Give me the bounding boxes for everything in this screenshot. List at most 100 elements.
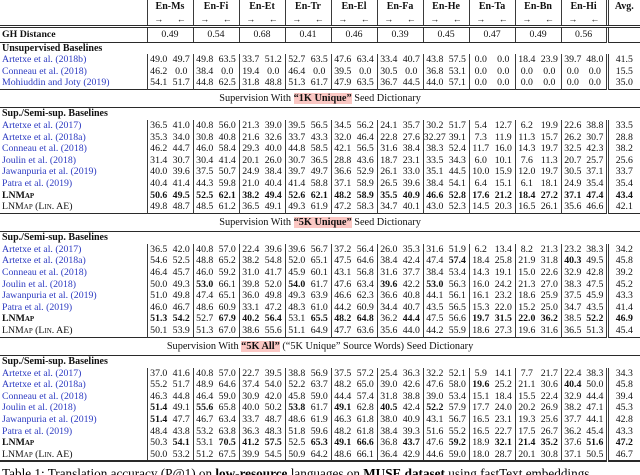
row-label: Conneau et al. (2018) (0, 143, 147, 155)
value-cell: 46.7 (192, 414, 216, 426)
citation-link[interactable]: Patra et al. (2019) (2, 177, 73, 189)
value-cell: 11.9 (494, 131, 512, 143)
value-cell: 41.0 (172, 119, 190, 131)
value-cell: 53.8 (284, 402, 309, 415)
value-cell: 49.8 (172, 290, 190, 302)
value-cell: 0.0 (588, 77, 601, 89)
avg-value-cell: 45.8 (605, 379, 640, 391)
citation-link[interactable]: Jawanpuria et al. (2019) (2, 290, 97, 302)
value-cell: 40.4 (560, 379, 585, 391)
citation-link[interactable]: Joulin et al. (2018) (2, 278, 77, 290)
value-cell: 0.0 (468, 77, 493, 90)
value-cell: 41.6 (172, 367, 190, 379)
citation-link[interactable]: Joulin et al. (2018) (2, 402, 77, 414)
citation-link[interactable]: Joulin et al. (2018) (2, 154, 77, 166)
value-cell: 57.5 (448, 54, 466, 66)
table-row: LNMap (Lin. AE) 49.8 48.7 48.5 61.2 36.5 49.1 4… (0, 201, 640, 214)
header-row: En-Ms En-Fi En-Et En-Tr En-El En-Fa En-He En-Ta… (0, 0, 640, 13)
value-cell: 32.1 (494, 437, 512, 449)
value-cell: 19.4 (238, 65, 263, 78)
citation-link[interactable]: Jawanpuria et al. (2019) (2, 166, 97, 178)
value-cell: 55.2 (448, 425, 466, 437)
value-cell: 19.9 (540, 119, 558, 131)
value-cell: 38.4 (376, 255, 401, 267)
citation-link[interactable]: Jawanpuria et al. (2019) (2, 414, 97, 426)
value-cell: 15.1 (494, 177, 512, 189)
value-cell: 51.4 (146, 414, 170, 426)
value-cell: 54.5 (264, 448, 282, 460)
value-cell: 37.7 (560, 414, 585, 426)
value-cell: 26.7 (540, 425, 558, 437)
value-cell: 46.0 (192, 267, 216, 279)
row-label: Artetxe et al. (2017) (0, 368, 147, 380)
group-label-row: Sup./Semi-sup. Baselines (0, 356, 640, 368)
value-cell: 31.6 (540, 324, 558, 336)
value-cell: 30.4 (192, 154, 216, 167)
value-cell: 52.7 (192, 313, 216, 325)
row-label: Artetxe et al. (2017) (0, 244, 147, 256)
value-cell: 15.5 (514, 390, 539, 403)
group-label-row: Unsupervised Baselines (0, 42, 640, 54)
value-cell: 16.0 (494, 143, 512, 155)
value-cell: 35.2 (540, 437, 558, 449)
value-cell: 56.8 (356, 267, 374, 278)
value-cell: 39.6 (264, 243, 282, 255)
citation-link[interactable]: Patra et al. (2019) (2, 425, 73, 437)
arrow-right-icon: → (284, 13, 309, 28)
citation-link[interactable]: Artetxe et al. (2018a) (2, 131, 86, 143)
value-cell: 41.4 (218, 154, 236, 166)
value-cell: 63.5 (218, 54, 236, 66)
value-cell: 51.2 (192, 448, 216, 462)
row-label: LNMap (Lin. AE) (0, 449, 147, 462)
value-cell: 48.8 (264, 77, 282, 89)
value-cell: 50.0 (146, 278, 170, 291)
value-cell: 39.6 (284, 243, 309, 256)
group-label: Unsupervised Baselines (2, 42, 103, 54)
citation-link[interactable]: Patra et al. (2019) (2, 301, 73, 313)
direction-row: → ← → ← → ← → ← → ← → ← → ← → ← → ← → ← (0, 13, 640, 28)
citation-link[interactable]: Artetxe et al. (2017) (2, 243, 82, 255)
value-cell: 39.5 (284, 119, 309, 132)
value-cell: 54.0 (284, 278, 309, 291)
value-cell: 53.2 (192, 425, 216, 438)
table-row: Patra et al. (2019) 48.4 43.8 53.2 63.8 36.3 4… (0, 425, 640, 438)
value-cell: 43.8 (172, 425, 190, 437)
citation-link[interactable]: Artetxe et al. (2018b) (2, 54, 87, 66)
value-cell: 24.1 (376, 119, 401, 132)
value-cell: 25.6 (540, 414, 558, 426)
value-cell: 42.8 (586, 267, 604, 278)
value-cell: 52.3 (448, 201, 466, 213)
citation-link[interactable]: Artetxe et al. (2017) (2, 367, 82, 379)
value-cell: 27.3 (494, 324, 512, 336)
avg-value-cell: 35.4 (605, 177, 640, 190)
value-cell: 47.5 (422, 313, 447, 325)
citation-link[interactable]: Mohiuddin and Joty (2019) (2, 77, 110, 89)
table-row: Artetxe et al. (2018a) 55.2 51.7 48.9 64.6 37… (0, 379, 640, 391)
value-cell: 32.9 (560, 390, 585, 403)
citation-link[interactable]: Conneau et al. (2018) (2, 390, 87, 402)
value-cell: 27.0 (540, 278, 558, 290)
value-cell: 43.1 (422, 414, 447, 426)
value-cell: 39.6 (172, 166, 190, 178)
citation-link[interactable]: Conneau et al. (2018) (2, 143, 87, 155)
value-cell: 24.0 (494, 402, 512, 414)
value-cell: 27.2 (540, 189, 558, 201)
value-cell: 30.5 (376, 65, 401, 78)
value-cell: 0.0 (514, 77, 539, 90)
value-cell: 33.0 (402, 166, 420, 178)
value-cell: 20.1 (514, 448, 539, 462)
value-cell: 22.7 (238, 367, 263, 380)
citation-link[interactable]: Artetxe et al. (2018a) (2, 379, 86, 391)
citation-link[interactable]: Conneau et al. (2018) (2, 267, 87, 278)
value-cell: 61.9 (310, 201, 328, 213)
value-cell: 15.3 (468, 301, 493, 314)
value-cell: 23.1 (494, 414, 512, 426)
citation-link[interactable]: Conneau et al. (2018) (2, 65, 87, 77)
value-cell: 44.6 (422, 448, 447, 462)
citation-link[interactable]: Artetxe et al. (2017) (2, 119, 82, 131)
value-cell: 25.7 (586, 154, 604, 166)
citation-link[interactable]: Artetxe et al. (2018a) (2, 255, 86, 267)
table-row: Joulin et al. (2018) 51.4 49.1 55.6 65.8 40.0… (0, 402, 640, 415)
value-cell: 46.3 (330, 414, 355, 426)
row-label: Artetxe et al. (2018a) (0, 132, 147, 144)
